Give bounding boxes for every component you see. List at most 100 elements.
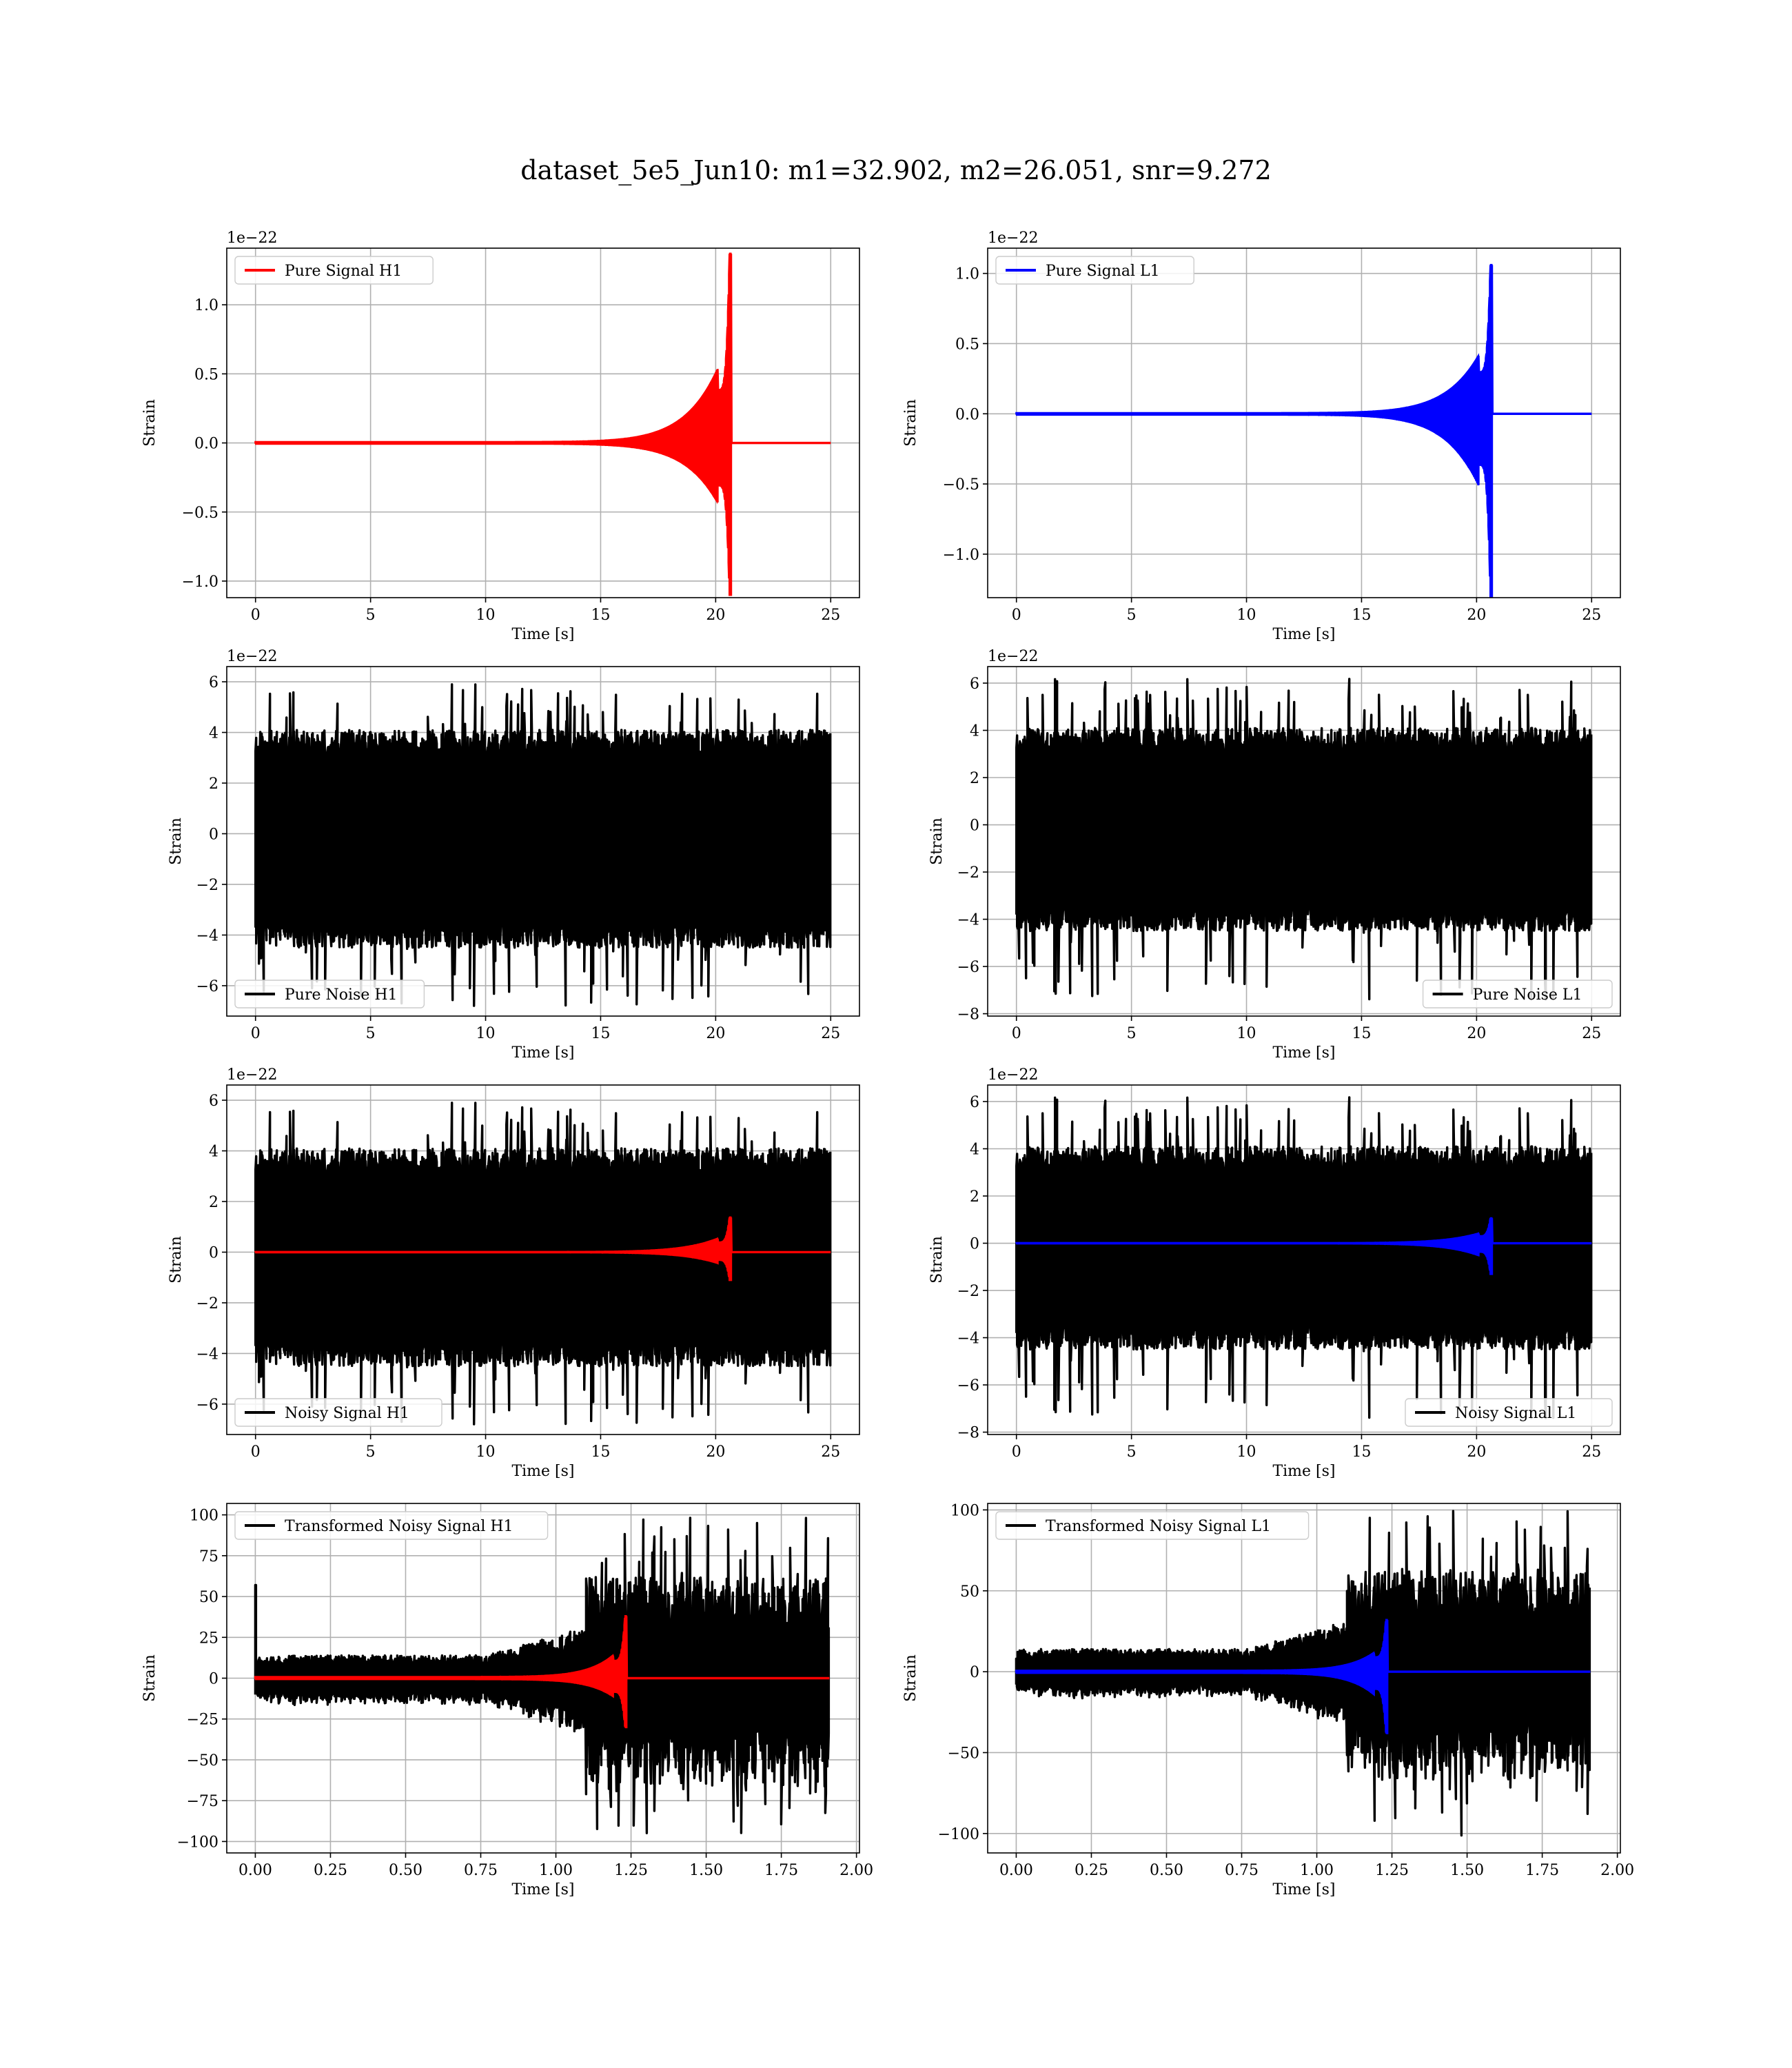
axes-frame bbox=[987, 247, 1621, 598]
offset-text: 1e−22 bbox=[988, 1066, 1038, 1084]
x-tick-label: 1.25 bbox=[614, 1862, 648, 1879]
legend-frame bbox=[995, 1511, 1310, 1540]
y-axis-label: Strain bbox=[141, 1654, 159, 1702]
y-tick-label: −1.0 bbox=[182, 574, 218, 591]
plot-area bbox=[1015, 1096, 1593, 1419]
legend: Pure Signal H1 bbox=[234, 256, 434, 285]
legend-frame bbox=[234, 1398, 442, 1427]
ticks: 0.00 0.25 0.50 0.75 1.00 1.25 1.50 1.75 2.00 −100… bbox=[938, 1502, 1635, 1879]
legend: Transformed Noisy Signal L1 bbox=[995, 1511, 1310, 1540]
y-tick-label: −2 bbox=[957, 1283, 979, 1300]
y-tick-label: −75 bbox=[187, 1793, 218, 1810]
x-tick-label: 15 bbox=[1352, 1443, 1371, 1461]
offset-text: 1e−22 bbox=[227, 1066, 277, 1084]
y-tick-label: 0 bbox=[970, 818, 979, 835]
ticks: 0.00 0.25 0.50 0.75 1.00 1.25 1.50 1.75 2.00 −100… bbox=[177, 1508, 874, 1879]
grid bbox=[227, 1503, 859, 1853]
ticks: 0 5 10 15 20 25 −1.0 −0.5 0.0 0.5 1.0 bbox=[943, 266, 1602, 624]
x-tick-label: 1.50 bbox=[689, 1862, 723, 1879]
legend-label: Noisy Signal L1 bbox=[1455, 1405, 1576, 1422]
axes-frame bbox=[226, 666, 860, 1017]
panel-noisy-signal-l1: 0 5 10 15 20 25 −8 −6 −4 −2 0 2 4 6 Time [s] Strain 1e−2… bbox=[928, 1066, 1621, 1480]
panel-pure-noise-h1: 0 5 10 15 20 25 −6 −4 −2 0 2 4 6 Time [s] Strain 1e−22 P… bbox=[167, 648, 860, 1062]
legend: Transformed Noisy Signal H1 bbox=[234, 1511, 549, 1540]
y-tick-label: −25 bbox=[187, 1712, 218, 1729]
y-tick-label: −4 bbox=[957, 912, 979, 929]
plot-area bbox=[1015, 263, 1592, 598]
y-tick-label: 2 bbox=[970, 1188, 979, 1206]
x-tick-label: 15 bbox=[591, 1443, 610, 1461]
legend: Pure Noise L1 bbox=[1422, 980, 1613, 1008]
x-tick-label: 10 bbox=[476, 1025, 496, 1042]
y-axis-label: Strain bbox=[928, 818, 946, 865]
x-tick-label: 0 bbox=[1012, 607, 1021, 624]
y-axis-label: Strain bbox=[928, 1236, 946, 1284]
x-tick-label: 5 bbox=[366, 1443, 376, 1461]
y-tick-label: −100 bbox=[177, 1834, 218, 1851]
plot-area bbox=[254, 683, 832, 1007]
x-tick-label: 20 bbox=[706, 607, 725, 624]
y-tick-label: −4 bbox=[957, 1330, 979, 1348]
y-axis-label: Strain bbox=[902, 399, 919, 447]
y-tick-label: −0.5 bbox=[943, 476, 979, 494]
series-pure-signal-l1 bbox=[1015, 263, 1591, 598]
x-tick-label: 0.50 bbox=[389, 1862, 422, 1879]
x-tick-label: 0 bbox=[1012, 1025, 1021, 1042]
y-tick-label: 4 bbox=[209, 725, 218, 742]
axes-frame bbox=[226, 247, 860, 598]
x-tick-label: 0.50 bbox=[1150, 1862, 1183, 1879]
y-tick-label: 75 bbox=[199, 1548, 218, 1565]
legend: Pure Noise H1 bbox=[234, 980, 425, 1008]
axes-frame bbox=[226, 1084, 860, 1435]
x-tick-label: 0.75 bbox=[464, 1862, 498, 1879]
legend-label: Transformed Noisy Signal H1 bbox=[285, 1518, 513, 1535]
series-pure-noise-h1 bbox=[254, 683, 832, 1007]
y-tick-label: −1.0 bbox=[943, 547, 979, 564]
x-tick-label: 10 bbox=[1237, 1025, 1256, 1042]
x-tick-label: 10 bbox=[1237, 607, 1256, 624]
plot-area bbox=[1015, 1510, 1591, 1837]
x-tick-label: 10 bbox=[476, 1443, 496, 1461]
x-axis-label: Time [s] bbox=[1272, 1463, 1335, 1480]
offset-text: 1e−22 bbox=[227, 230, 277, 247]
panel-pure-signal-l1: 0 5 10 15 20 25 −1.0 −0.5 0.0 0.5 1.0 Time [s] Strai… bbox=[902, 230, 1621, 643]
x-axis-label: Time [s] bbox=[1272, 626, 1335, 643]
axes-frame bbox=[987, 666, 1621, 1017]
panel-pure-signal-h1: 0 5 10 15 20 25 −1.0 −0.5 0.0 0.5 1.0 Time [s] Strai… bbox=[141, 230, 860, 643]
series-pure-noise-l1 bbox=[1015, 678, 1593, 1001]
x-tick-label: 25 bbox=[821, 607, 840, 624]
ticks: 0 5 10 15 20 25 −8 −6 −4 −2 0 2 4 6 bbox=[957, 1094, 1602, 1461]
y-axis-label: Strain bbox=[167, 1236, 185, 1284]
y-tick-label: 2 bbox=[209, 776, 218, 793]
x-tick-label: 25 bbox=[821, 1443, 840, 1461]
x-tick-label: 20 bbox=[1467, 607, 1486, 624]
y-tick-label: 6 bbox=[209, 674, 218, 691]
x-axis-label: Time [s] bbox=[1272, 1881, 1335, 1898]
legend: Noisy Signal L1 bbox=[1405, 1398, 1613, 1427]
x-tick-label: 10 bbox=[476, 607, 496, 624]
x-tick-label: 1.00 bbox=[1300, 1862, 1334, 1879]
x-tick-label: 1.75 bbox=[1525, 1862, 1559, 1879]
y-tick-label: −50 bbox=[948, 1745, 979, 1762]
y-tick-label: 100 bbox=[190, 1508, 218, 1525]
x-axis-label: Time [s] bbox=[1272, 1044, 1335, 1062]
axes-frame bbox=[987, 1084, 1621, 1435]
y-tick-label: −2 bbox=[196, 877, 218, 894]
legend-frame bbox=[234, 1511, 549, 1540]
y-axis-label: Strain bbox=[902, 1654, 919, 1702]
legend: Noisy Signal H1 bbox=[234, 1398, 442, 1427]
x-tick-label: 20 bbox=[1467, 1025, 1486, 1042]
ticks: 0 5 10 15 20 25 −6 −4 −2 0 2 4 6 bbox=[196, 1093, 841, 1461]
y-tick-label: −0.5 bbox=[182, 505, 218, 522]
y-tick-label: 4 bbox=[970, 722, 979, 740]
y-tick-label: 0.5 bbox=[955, 336, 979, 353]
ticks: 0 5 10 15 20 25 −6 −4 −2 0 2 4 6 bbox=[196, 674, 841, 1042]
offset-text: 1e−22 bbox=[988, 230, 1038, 247]
legend-label: Pure Noise H1 bbox=[285, 986, 398, 1004]
legend-frame bbox=[995, 256, 1194, 285]
offset-text: 1e−22 bbox=[227, 648, 277, 665]
plot-area bbox=[254, 1102, 832, 1426]
x-tick-label: 10 bbox=[1237, 1443, 1256, 1461]
y-tick-label: 4 bbox=[209, 1144, 218, 1161]
y-tick-label: −6 bbox=[957, 1377, 979, 1395]
